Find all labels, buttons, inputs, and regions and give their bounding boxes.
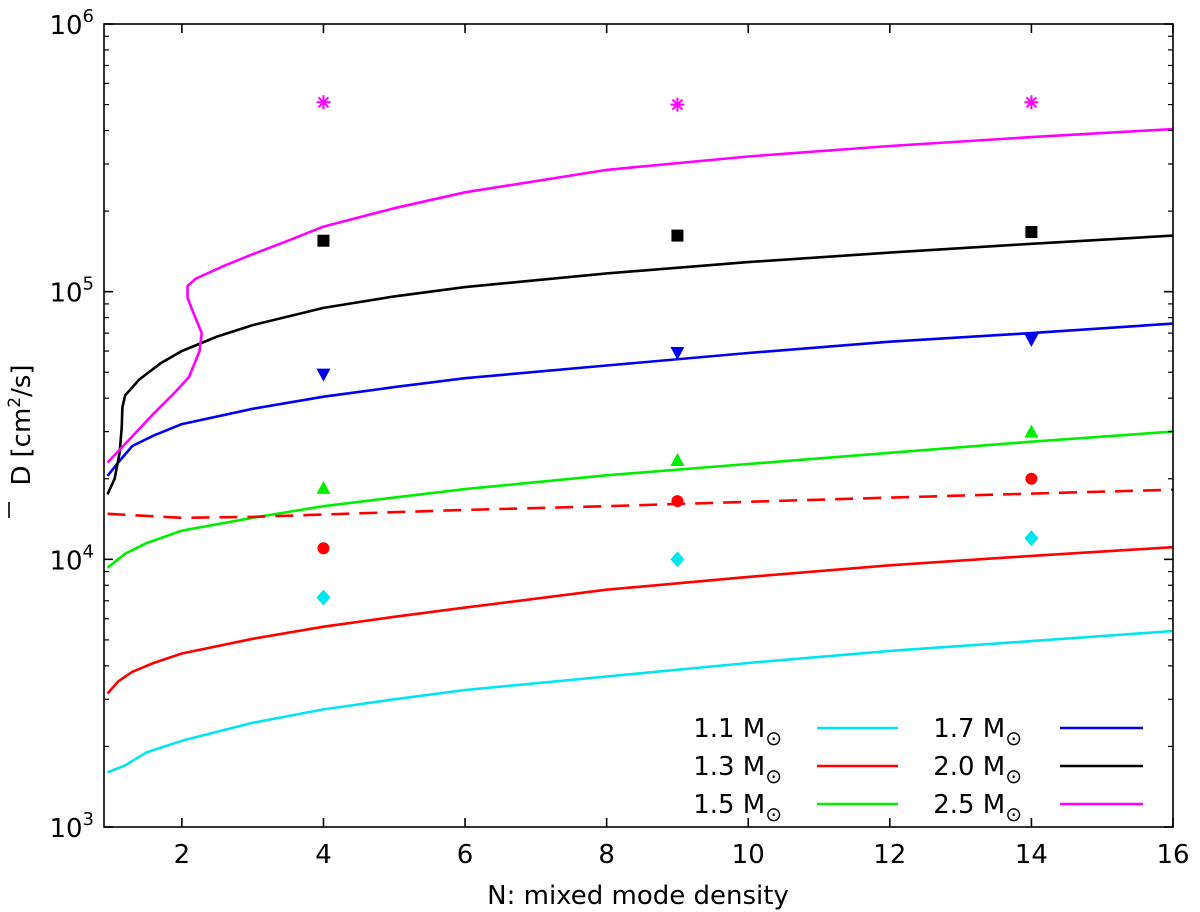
tick-layer: 2 4 6 8 10 12 14 16 103 104 105 106 (49, 6, 1189, 870)
plot-frame (103, 23, 1174, 828)
x-tick-label-1: 4 (315, 840, 332, 870)
marker-square-2 (1025, 226, 1038, 239)
legend-label-5: 2.5 M⊙ (933, 790, 1022, 826)
x-tick-label-3: 8 (598, 840, 615, 870)
y-axis-label-unit-close: /s] (7, 364, 37, 396)
marker-triangle-down-2 (1024, 333, 1039, 347)
x-tick-label-2: 6 (457, 840, 474, 870)
marker-triangle-down-1 (670, 347, 685, 361)
y-axis-label-exponent: 2 (5, 397, 25, 408)
x-tick-label-0: 2 (174, 840, 191, 870)
x-axis-label: N: mixed mode density (487, 881, 789, 911)
marker-diamond-1 (670, 551, 685, 568)
series-layer (106, 127, 1174, 774)
y-axis-label-symbol: D (7, 466, 37, 486)
x-tick-label-6: 14 (1015, 840, 1048, 870)
series-line-2 (106, 430, 1174, 569)
series-line-5 (106, 127, 1174, 464)
marker-star-2 (1024, 95, 1039, 110)
legend-label-3: 2.0 M⊙ (933, 752, 1022, 788)
y-tick-label-2: 105 (49, 274, 94, 309)
marker-triangle-down-0 (316, 368, 331, 382)
series-line-4 (106, 234, 1174, 495)
marker-diamond-2 (1024, 530, 1039, 547)
series-line-3 (106, 322, 1174, 477)
legend-label-0: 1.1 M⊙ (693, 714, 782, 750)
y-axis-label-unit-open: [cm (7, 408, 37, 458)
legend-label-4: 1.5 M⊙ (693, 790, 782, 826)
plot-background (104, 24, 1173, 827)
y-tick-label-3: 106 (49, 6, 94, 41)
x-tick-label-5: 12 (873, 840, 906, 870)
x-tick-label-7: 16 (1156, 840, 1189, 870)
y-axis-label: D [cm2/s] (5, 364, 37, 518)
marker-circle-1 (671, 495, 684, 508)
marker-diamond-0 (316, 589, 331, 606)
legend-label-2: 1.3 M⊙ (693, 752, 782, 788)
marker-triangle-up-0 (316, 480, 331, 494)
marker-circle-2 (1025, 472, 1038, 485)
x-tick-label-4: 10 (732, 840, 765, 870)
svg-text:D[cm2/s]: D [cm2/s] (5, 364, 37, 485)
series-line-1 (106, 545, 1174, 695)
y-tick-label-0: 103 (49, 809, 94, 844)
marker-star-0 (316, 95, 331, 110)
marker-triangle-up-2 (1024, 424, 1039, 438)
marker-circle-0 (317, 542, 330, 555)
marker-star-1 (670, 97, 685, 112)
marker-square-1 (671, 229, 684, 242)
y-tick-label-1: 104 (49, 541, 94, 576)
series-line-0 (107, 629, 1174, 774)
legend-label-1: 1.7 M⊙ (933, 714, 1022, 750)
legend: 1.1 M⊙ 1.7 M⊙ 1.3 M⊙ 2.0 M⊙ 1.5 M⊙ 2.5 M⊙ (693, 714, 1143, 826)
series-line-6 (107, 488, 1174, 520)
marker-triangle-up-1 (670, 453, 685, 467)
marker-square-0 (317, 234, 330, 247)
marker-layer (316, 95, 1039, 606)
